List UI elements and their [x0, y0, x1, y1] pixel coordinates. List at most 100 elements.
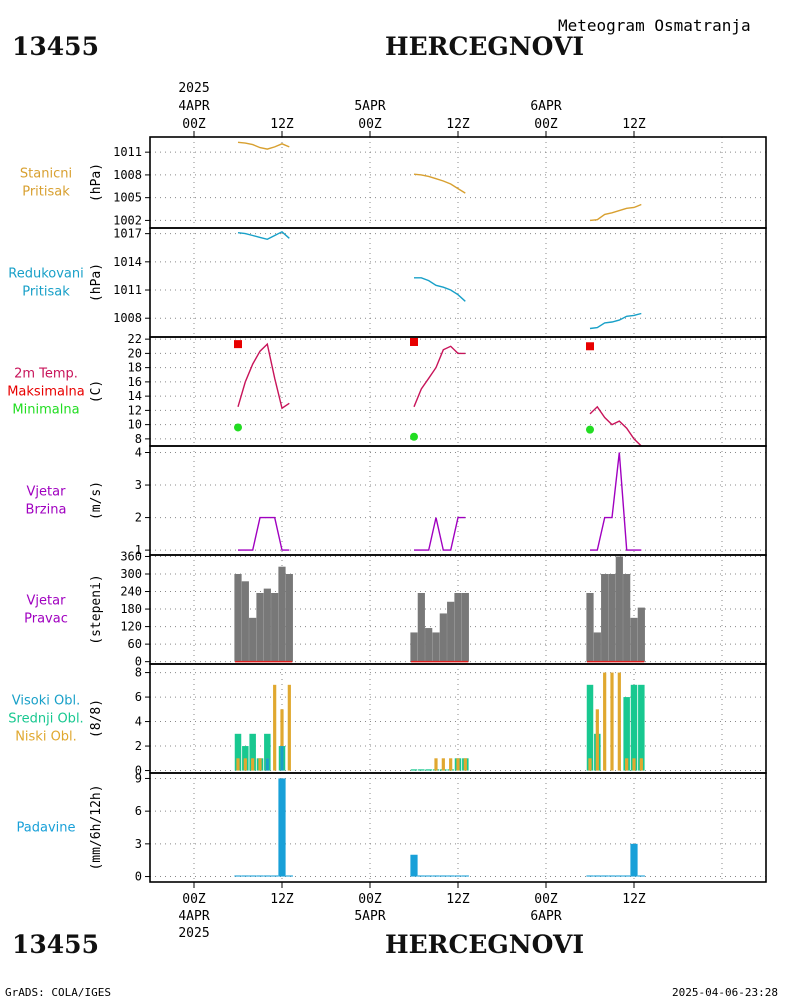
panel-title-line: 2m Temp. [14, 367, 78, 382]
cloud-bar-srednji [410, 769, 418, 771]
top-hour-label: 00Z [358, 117, 382, 132]
cloud-bar-niski [251, 758, 255, 771]
series-line-day3 [589, 312, 642, 330]
wind-direction-bar [432, 632, 440, 662]
y-tick-label: 2 [135, 739, 142, 753]
wind-direction-bar [271, 592, 279, 662]
wind-direction-bar [601, 573, 609, 662]
cloud-bar-niski [243, 758, 247, 771]
precipitation-bar [623, 875, 631, 877]
y-tick-label: 1008 [113, 168, 142, 182]
panel-title-line: Niski Obl. [15, 730, 77, 745]
y-tick-label: 2 [135, 511, 142, 525]
y-axis-label: (8/8) [89, 699, 104, 738]
wind-direction-bar [637, 607, 645, 662]
max-temp-marker [410, 337, 418, 346]
bottom-hour-label: 00Z [534, 892, 558, 907]
panel-frame [149, 772, 767, 883]
precipitation-bar [608, 875, 616, 877]
precipitation-bar [417, 875, 425, 877]
series-line-day1 [238, 516, 290, 551]
cloud-bar-srednji [418, 769, 425, 771]
series-line-day1 [237, 230, 290, 241]
y-tick-label: 12 [128, 403, 142, 417]
y-tick-label: 6 [135, 690, 142, 704]
panel-title-line: Pritisak [22, 185, 70, 200]
min-temp-marker [586, 425, 594, 434]
wind-direction-bar [278, 566, 286, 662]
generation-timestamp: 2025-04-06-23:28 [672, 986, 778, 999]
y-tick-label: 6 [135, 804, 142, 818]
series-line-temp_day1 [237, 342, 290, 410]
precipitation-bar [454, 875, 462, 877]
y-tick-label: 18 [128, 361, 142, 375]
y-tick-label: 14 [128, 389, 142, 403]
wind-direction-bar [454, 592, 462, 662]
meteogram-subtitle: Meteogram Osmatranja [558, 16, 751, 35]
series-line-day1 [237, 141, 290, 150]
cloud-bar-srednji [623, 697, 630, 771]
precipitation-bar [241, 875, 249, 877]
top-hour-label: 12Z [622, 117, 646, 132]
max-temp-marker [586, 342, 594, 351]
y-tick-label: 1002 [113, 213, 142, 227]
series-line-day3 [590, 452, 642, 551]
precipitation-bar [271, 875, 279, 877]
wind-direction-bar [425, 628, 433, 662]
panel-5: 0 60 120 180 240 300 360 (stepeni) Vjetar Pravac [24, 549, 767, 669]
y-tick-label: 1011 [113, 145, 142, 159]
min-temp-marker [410, 432, 418, 441]
wind-direction-bar [593, 632, 601, 662]
y-axis-label: (C) [89, 380, 104, 403]
y-tick-label: 180 [120, 602, 142, 616]
top-hour-label: 12Z [270, 117, 294, 132]
y-tick-label: 0 [135, 655, 142, 669]
bottom-day-label: 4APR [178, 909, 209, 924]
panel-frame [149, 445, 767, 556]
series-line-temp_day2 [413, 345, 466, 408]
panel-7: 0 3 6 9 (mm/6h/12h) Padavine [17, 771, 767, 884]
cloud-bar-niski [273, 684, 277, 771]
wind-direction-bar [608, 573, 616, 662]
cloud-bar-niski [595, 709, 599, 771]
series-line-day2 [413, 173, 466, 194]
cloud-bar-srednji [630, 684, 638, 771]
y-tick-label: 3 [135, 837, 142, 851]
cloud-bar-visoki [280, 746, 284, 771]
cloud-bar-niski [603, 672, 607, 771]
y-tick-label: 60 [128, 637, 142, 651]
y-tick-label: 1 [135, 543, 142, 557]
cloud-bar-srednji [586, 684, 594, 771]
precipitation-bar [461, 875, 469, 877]
panel-title-line: Vjetar [27, 485, 67, 500]
grads-credit: GrADS: COLA/IGES [5, 986, 111, 999]
y-tick-label: 240 [120, 585, 142, 599]
wind-direction-bar [623, 573, 631, 662]
y-tick-label: 8 [135, 432, 142, 446]
precipitation-bar [425, 875, 433, 877]
panel-title-line: Brzina [26, 503, 67, 518]
series-line-day3 [589, 203, 642, 222]
bottom-hour-label: 00Z [182, 892, 206, 907]
cloud-bar-srednji [234, 733, 242, 771]
wind-direction-bar [241, 581, 249, 662]
station-id-bottom: 13455 [12, 930, 99, 959]
precipitation-bar [285, 875, 293, 877]
precipitation-bar [593, 875, 601, 877]
cloud-bar-niski [632, 758, 636, 771]
y-axis-label: (stepeni) [89, 574, 104, 644]
panel-title-line: Pravac [24, 612, 68, 627]
precipitation-bar [278, 778, 286, 877]
y-tick-label: 360 [120, 549, 142, 563]
top-day-label: 4APR [178, 99, 209, 114]
wind-direction-bar [447, 601, 455, 662]
max-temp-marker [234, 340, 242, 349]
cloud-bar-niski [449, 758, 453, 771]
precipitation-bar [410, 854, 418, 877]
bottom-day-label: 6APR [530, 909, 561, 924]
top-day-label: 5APR [354, 99, 385, 114]
y-tick-label: 1017 [113, 227, 142, 241]
y-tick-label: 120 [120, 620, 142, 634]
